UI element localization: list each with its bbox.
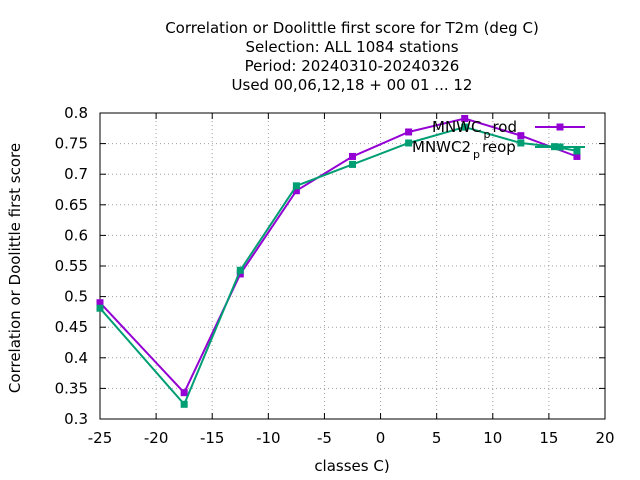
x-tick-label: -5 <box>317 429 332 447</box>
legend-label: MNWC p rod <box>432 118 517 141</box>
series-line <box>99 117 578 395</box>
series-0 <box>96 115 581 397</box>
y-tick-label: 0.5 <box>64 288 88 306</box>
data-point <box>517 139 525 147</box>
data-point <box>180 389 188 397</box>
x-tick-label: 20 <box>595 429 614 447</box>
x-tick-label: 5 <box>432 429 442 447</box>
y-tick-label: 0.55 <box>55 257 88 275</box>
data-point <box>236 270 244 278</box>
x-tick-label: -25 <box>88 429 113 447</box>
x-tick-label: 0 <box>376 429 386 447</box>
x-tick-label: -15 <box>200 429 225 447</box>
grid <box>100 113 605 419</box>
y-tick-label: 0.45 <box>55 318 88 336</box>
legend-entry: MNWC p rod <box>432 118 585 141</box>
x-axis-label: classes C) <box>314 457 389 475</box>
y-tick-label: 0.75 <box>55 135 88 153</box>
data-point <box>405 139 413 147</box>
x-tick-label: 10 <box>483 429 502 447</box>
legend-entry: MNWC2 p reop <box>412 138 585 161</box>
y-axis-label: Correlation or Doolittle first score <box>6 143 24 393</box>
y-tick-label: 0.3 <box>64 410 88 428</box>
data-point <box>573 152 581 160</box>
legend-marker <box>556 123 564 131</box>
data-point <box>180 400 188 408</box>
y-tick-label: 0.7 <box>64 165 88 183</box>
y-tick-label: 0.6 <box>64 226 88 244</box>
title-line: Correlation or Doolittle first score for… <box>165 19 539 37</box>
legend-label: MNWC2 p reop <box>412 138 516 161</box>
y-tick-label: 0.35 <box>55 379 88 397</box>
data-point <box>292 187 300 195</box>
axis-ticks: -25 -20 -15 -10 -5 0 5 10 15 20 0.3 0.35 0.4 0.45 0.5 0… <box>55 104 615 447</box>
data-point <box>96 299 104 307</box>
title-line: Selection: ALL 1084 stations <box>245 38 458 56</box>
y-tick-label: 0.4 <box>64 349 88 367</box>
data-point <box>461 115 469 123</box>
x-tick-label: -10 <box>256 429 281 447</box>
y-tick-label: 0.65 <box>55 196 88 214</box>
title-line: Used 00,06,12,18 + 00 01 ... 12 <box>232 76 473 94</box>
x-tick-label: 15 <box>539 429 558 447</box>
legend-marker <box>556 143 564 151</box>
chart-title: Correlation or Doolittle first score for… <box>165 19 539 94</box>
data-point <box>461 123 469 131</box>
title-line: Period: 20240310-20240326 <box>245 57 460 75</box>
series <box>96 115 581 408</box>
data-point <box>405 128 413 136</box>
y-tick-label: 0.8 <box>64 104 88 122</box>
data-point <box>349 160 356 168</box>
data-point <box>292 182 300 190</box>
data-point <box>96 304 104 312</box>
data-point <box>236 266 244 274</box>
data-point <box>573 147 581 155</box>
data-point <box>517 132 525 140</box>
data-point <box>349 152 356 160</box>
x-tick-label: -20 <box>144 429 169 447</box>
series-line <box>99 126 578 407</box>
